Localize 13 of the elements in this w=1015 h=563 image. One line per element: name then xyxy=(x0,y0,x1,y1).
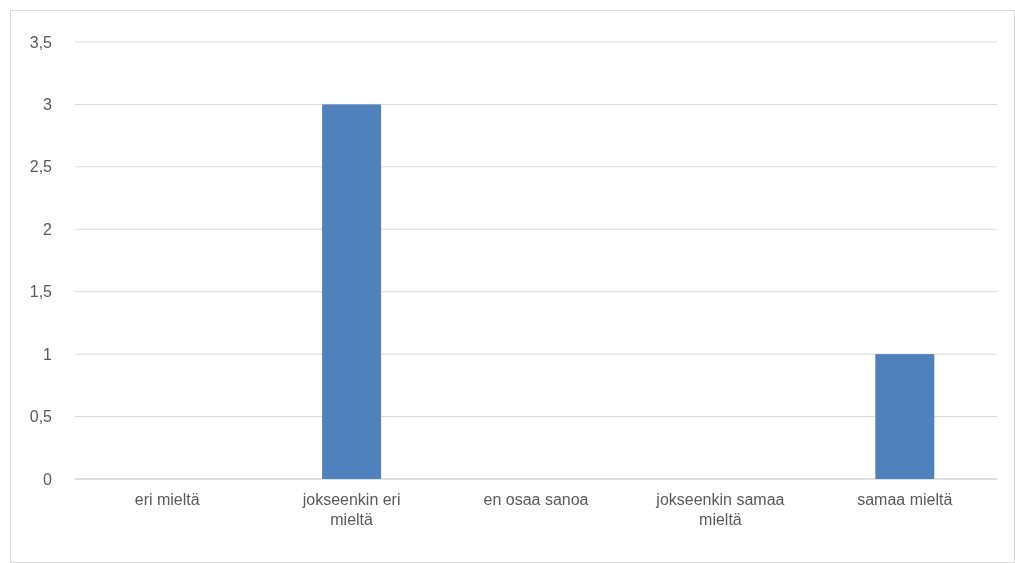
y-tick-label: 1 xyxy=(43,345,53,363)
x-tick-label: samaa mieltä xyxy=(857,491,953,508)
y-tick-label: 2,5 xyxy=(29,158,53,176)
y-tick-label: 3,5 xyxy=(29,33,53,51)
y-tick-label: 3 xyxy=(43,96,53,114)
y-tick-label: 1,5 xyxy=(29,283,53,301)
y-tick-label: 2 xyxy=(43,220,53,238)
x-tick-label: eri mieltä xyxy=(134,491,200,508)
y-tick-label: 0,5 xyxy=(29,408,53,426)
x-tick-label: en osaa sanoa xyxy=(483,491,589,508)
x-tick-label: jokseenkin samaa mieltä xyxy=(655,491,785,528)
x-tick-label: jokseenkin eri mieltä xyxy=(301,491,401,528)
y-tick-label: 0 xyxy=(43,470,53,488)
